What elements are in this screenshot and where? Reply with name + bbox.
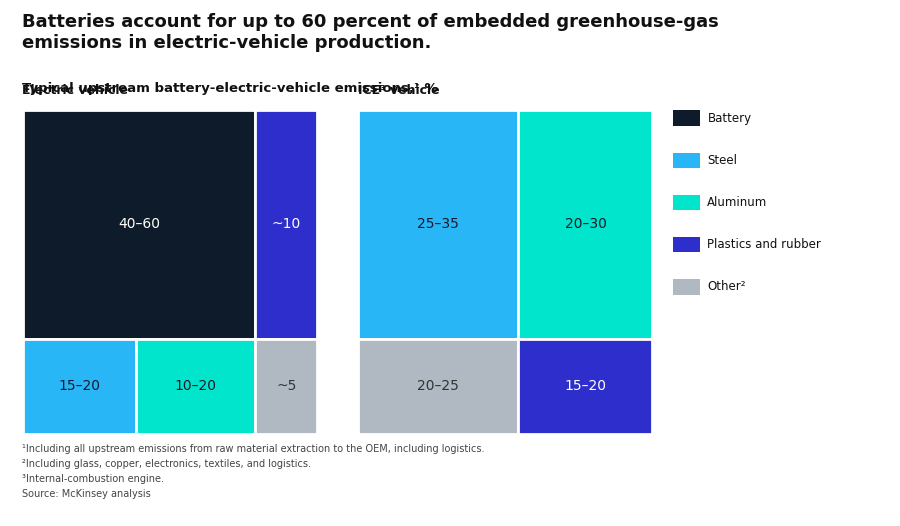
Text: 20–25: 20–25 (417, 379, 459, 393)
Text: emissions in electric-vehicle production.: emissions in electric-vehicle production… (22, 34, 432, 52)
Text: 20–30: 20–30 (564, 217, 607, 231)
Bar (136, 339, 256, 434)
Text: Aluminum: Aluminum (707, 196, 768, 209)
Text: Steel: Steel (707, 154, 737, 167)
Text: ³Internal-combustion engine.: ³Internal-combustion engine. (22, 474, 165, 484)
Bar (22, 110, 256, 339)
Bar (357, 110, 518, 339)
Text: Typical upstream battery-electric-vehicle emissions,¹ %: Typical upstream battery-electric-vehicl… (22, 82, 438, 95)
Text: ~5: ~5 (276, 379, 296, 393)
Text: 25–35: 25–35 (417, 217, 459, 231)
Text: 15–20: 15–20 (564, 379, 607, 393)
Text: ²Including glass, copper, electronics, textiles, and logistics.: ²Including glass, copper, electronics, t… (22, 459, 311, 469)
Text: Batteries account for up to 60 percent of embedded greenhouse-gas: Batteries account for up to 60 percent o… (22, 13, 719, 31)
Bar (22, 339, 136, 434)
Text: Plastics and rubber: Plastics and rubber (707, 238, 822, 251)
Text: ¹Including all upstream emissions from raw material extraction to the OEM, inclu: ¹Including all upstream emissions from r… (22, 444, 485, 454)
Bar (518, 110, 652, 339)
Text: Electric vehicle: Electric vehicle (22, 84, 129, 97)
Bar (518, 339, 652, 434)
Text: 15–20: 15–20 (58, 379, 100, 393)
Text: Source: McKinsey analysis: Source: McKinsey analysis (22, 489, 151, 499)
Text: 40–60: 40–60 (118, 217, 160, 231)
Text: Other²: Other² (707, 280, 746, 293)
Bar (256, 110, 317, 339)
Bar (256, 339, 317, 434)
Text: Battery: Battery (707, 112, 751, 125)
Text: ICE³ vehicle: ICE³ vehicle (357, 84, 439, 97)
Text: ~10: ~10 (272, 217, 301, 231)
Text: 10–20: 10–20 (175, 379, 217, 393)
Bar (357, 339, 518, 434)
